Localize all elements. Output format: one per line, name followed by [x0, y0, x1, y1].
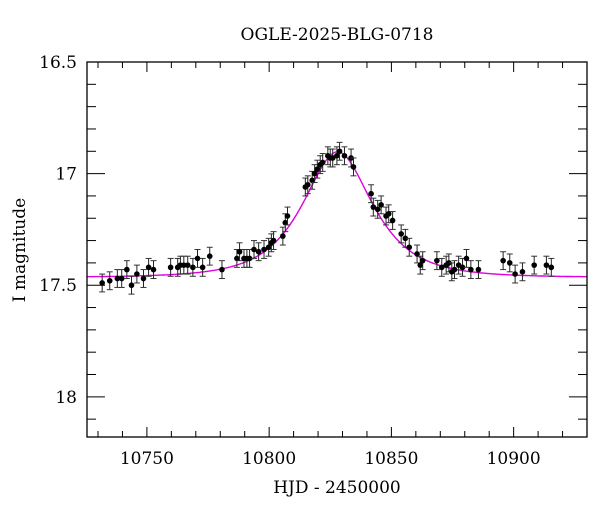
y-tick-labels: 16.5 17 17.5 18: [39, 53, 77, 408]
data-point: [106, 271, 113, 291]
x-tick-label: 10750: [120, 449, 174, 469]
data-point: [385, 204, 392, 224]
data-point: [333, 146, 340, 166]
data-point: [128, 275, 135, 295]
data-point: [206, 246, 213, 266]
data-point: [341, 146, 348, 166]
data-point: [246, 249, 253, 268]
data-points: [99, 141, 555, 295]
data-point: [184, 255, 191, 275]
data-point: [218, 260, 225, 280]
plot-area: [87, 141, 587, 295]
data-point: [270, 231, 277, 250]
data-point: [419, 251, 426, 271]
y-axis-label: I magnitude: [10, 198, 30, 302]
data-point: [114, 269, 121, 288]
data-point: [374, 199, 381, 219]
x-tick-label: 10900: [487, 449, 541, 469]
data-point: [284, 206, 291, 226]
data-point: [451, 260, 458, 280]
data-point: [389, 211, 396, 230]
axis-ticks: [87, 61, 588, 437]
data-point: [336, 141, 343, 161]
data-point: [265, 237, 272, 257]
data-point: [543, 255, 550, 275]
data-point: [512, 264, 519, 284]
data-point: [433, 251, 440, 271]
data-point: [329, 148, 336, 168]
data-point: [99, 273, 106, 293]
data-point: [548, 257, 555, 277]
data-point: [406, 237, 413, 257]
data-point: [475, 260, 482, 280]
y-tick-label: 16.5: [39, 53, 77, 73]
data-point: [133, 264, 140, 284]
data-point: [255, 242, 262, 262]
data-point: [378, 195, 385, 215]
model-curve: [87, 151, 587, 278]
data-point: [167, 257, 174, 277]
y-tick-label: 17: [55, 165, 77, 185]
data-point: [448, 262, 455, 282]
data-point: [314, 159, 321, 179]
x-tick-label: 10800: [242, 449, 296, 469]
data-point: [463, 249, 470, 268]
y-tick-label: 18: [55, 388, 77, 408]
data-point: [467, 260, 474, 280]
y-tick-label: 17.5: [39, 276, 77, 296]
data-point: [311, 164, 318, 184]
plot-frame: [86, 61, 588, 438]
chart-title: OGLE-2025-BLG-0718: [241, 25, 434, 45]
data-point: [236, 242, 243, 262]
data-point: [370, 197, 377, 217]
data-point: [319, 153, 326, 172]
data-point: [123, 260, 130, 280]
x-axis-label: HJD - 2450000: [273, 478, 401, 498]
x-tick-label: 10850: [364, 449, 418, 469]
data-point: [261, 240, 268, 259]
data-point: [304, 175, 311, 195]
data-point: [506, 253, 513, 273]
data-point: [350, 157, 357, 177]
data-point: [531, 255, 538, 275]
data-point: [438, 257, 445, 277]
data-point: [199, 257, 206, 277]
data-point: [194, 249, 201, 268]
data-point: [150, 260, 157, 280]
data-point: [118, 269, 125, 288]
model-line: [87, 151, 587, 278]
data-point: [519, 262, 526, 282]
data-point: [500, 251, 507, 271]
data-point: [250, 240, 257, 259]
x-tick-labels: 10750 10800 10850 10900: [120, 449, 541, 469]
data-point: [140, 269, 147, 288]
data-point: [414, 244, 421, 264]
data-point: [145, 257, 152, 277]
data-point: [398, 224, 405, 244]
